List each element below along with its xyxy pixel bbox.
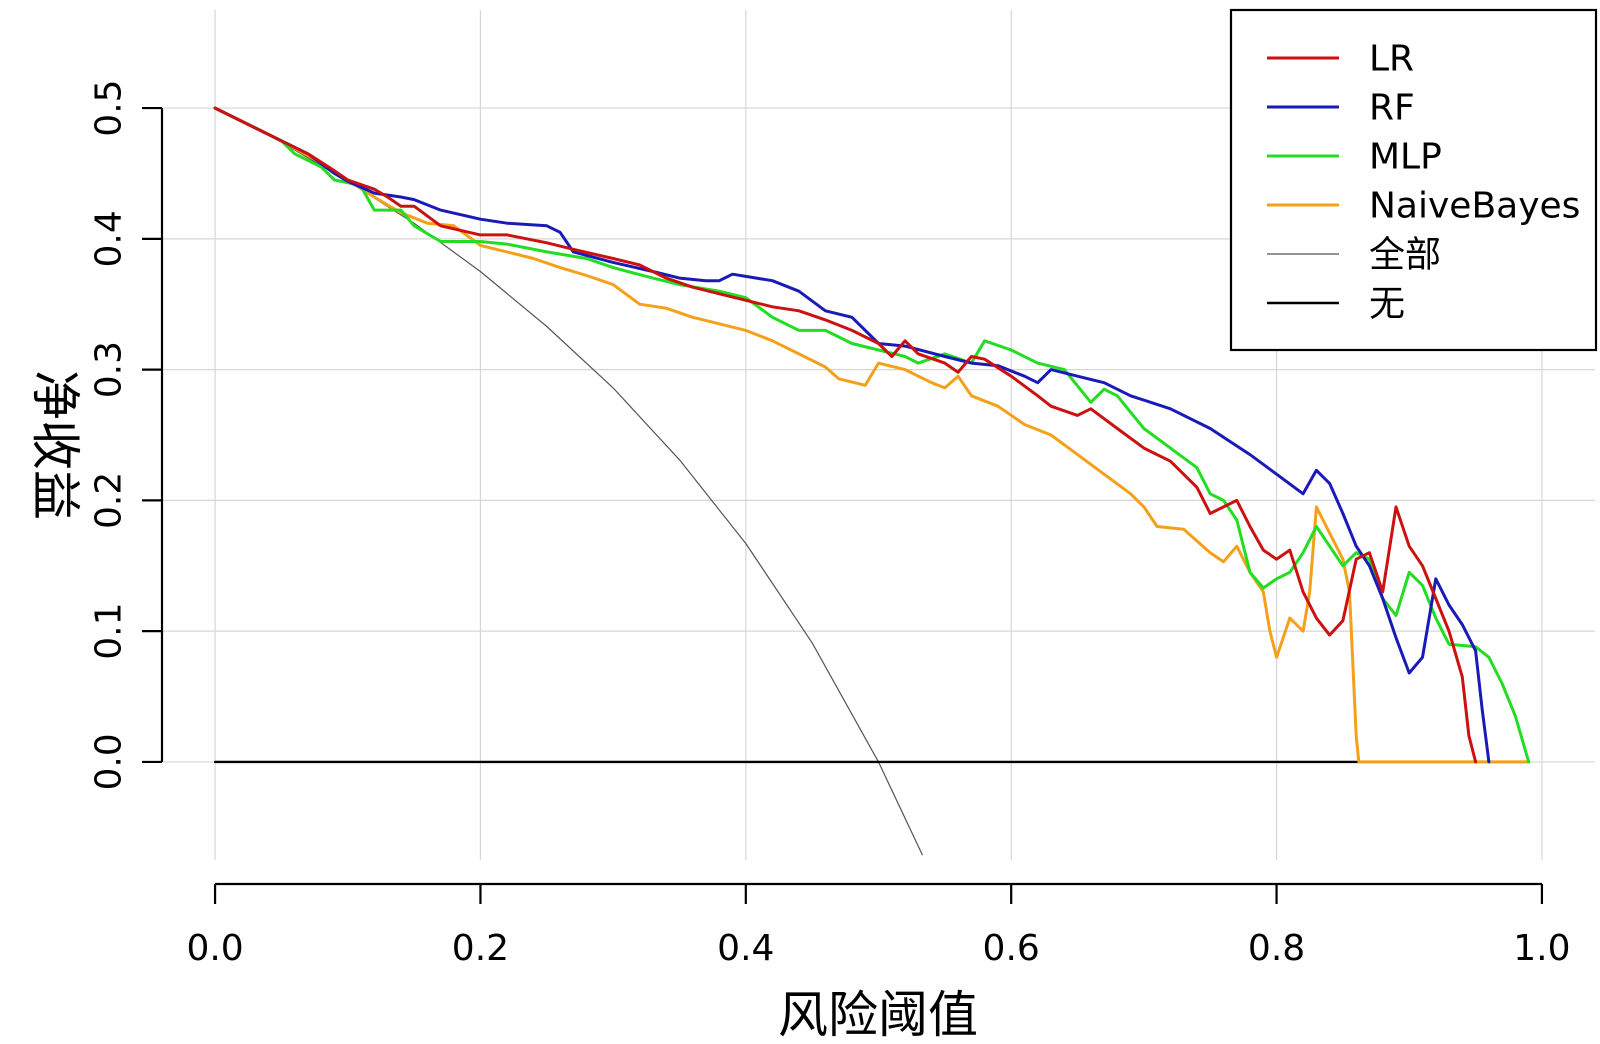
y-tick-label: 0.2 — [89, 472, 130, 529]
y-tick-label: 0.0 — [89, 733, 130, 790]
series-line-1 — [213, 106, 1491, 764]
x-tick-label: 0.4 — [717, 928, 774, 969]
legend-label: MLP — [1369, 137, 1442, 178]
y-tick-label: 0.5 — [89, 79, 130, 136]
legend-label: 全部 — [1369, 235, 1441, 276]
x-tick-label: 0.6 — [983, 928, 1040, 969]
x-axis-title: 风险阈值 — [778, 986, 978, 1044]
legend: LR RF MLP NaiveBayes 全部无 — [1229, 8, 1598, 352]
series-line-0 — [213, 106, 1478, 764]
plot-lines — [213, 106, 1531, 856]
x-tick-label: 0.2 — [452, 928, 509, 969]
axes: 0.0 0.1 0.2 0.3 0.4 0.5 0.0 0.2 0.4 0.6 0.8 1.0 — [89, 79, 1571, 969]
legend-label: LR — [1369, 39, 1414, 80]
legend-box — [1229, 8, 1598, 352]
x-tick-label: 0.8 — [1248, 928, 1305, 969]
legend-label: RF — [1369, 88, 1415, 129]
legend-label: NaiveBayes — [1369, 186, 1580, 227]
x-tick-label: 1.0 — [1513, 928, 1570, 969]
y-tick-label: 0.3 — [89, 341, 130, 398]
series-line-4 — [214, 107, 923, 856]
legend-label: 无 — [1369, 284, 1405, 325]
x-tick-label: 0.0 — [186, 928, 243, 969]
y-tick-label: 0.1 — [89, 603, 130, 660]
y-axis-title: 净收益 — [26, 370, 84, 520]
y-tick-label: 0.4 — [89, 210, 130, 267]
series-line-3 — [213, 106, 1531, 764]
